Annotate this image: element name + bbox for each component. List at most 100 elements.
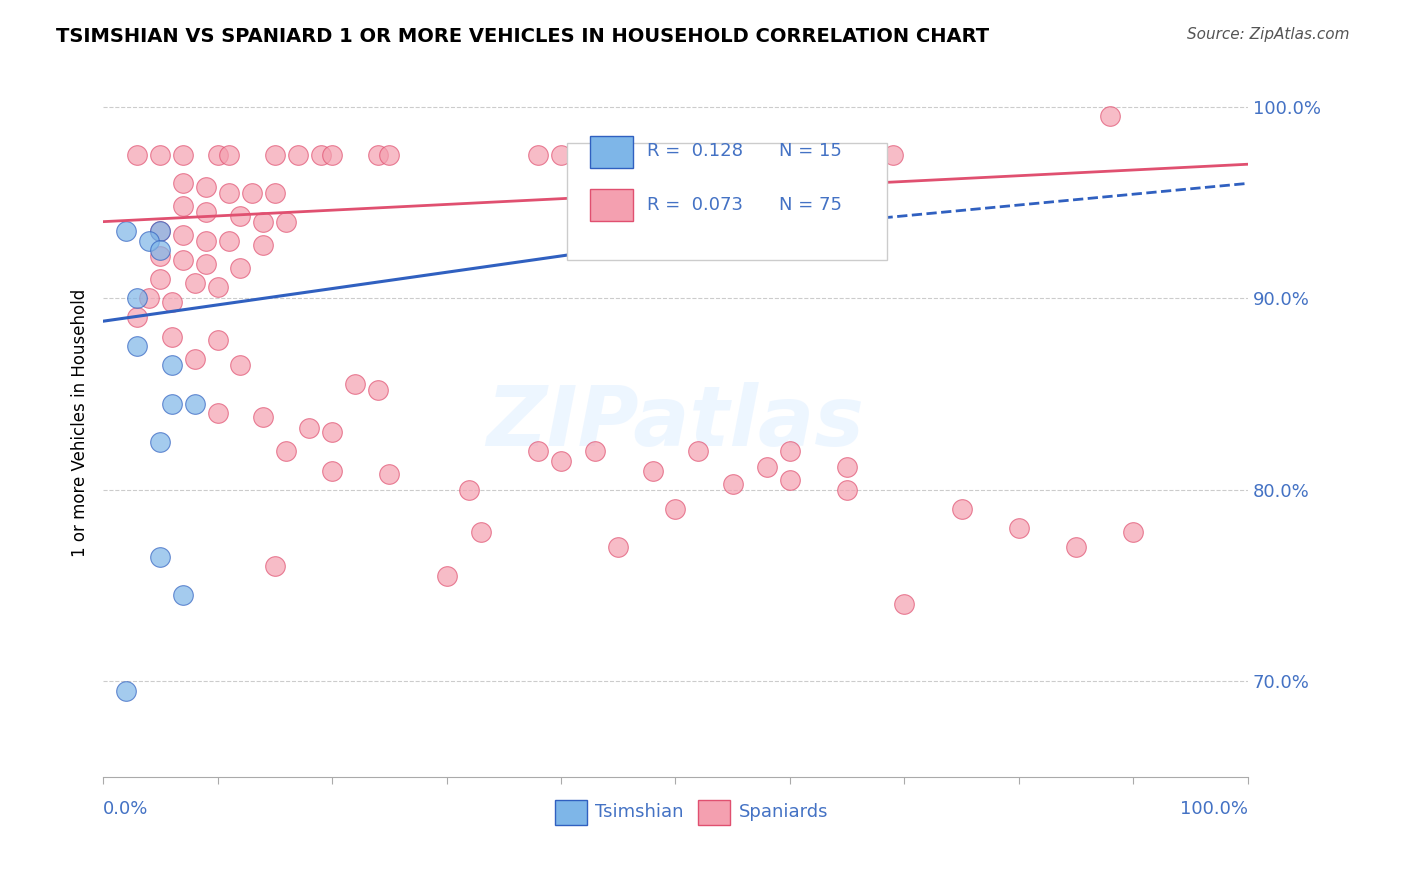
Point [276, 444, 298, 458]
FancyBboxPatch shape [589, 136, 633, 168]
Point [229, 209, 252, 223]
Point [115, 224, 138, 238]
Point [229, 358, 252, 372]
Point [779, 473, 801, 487]
Point [343, 377, 366, 392]
Point [149, 147, 172, 161]
Point [195, 257, 218, 271]
Point [149, 272, 172, 286]
Point [218, 186, 240, 200]
Point [779, 444, 801, 458]
Text: TSIMSHIAN VS SPANIARD 1 OR MORE VEHICLES IN HOUSEHOLD CORRELATION CHART: TSIMSHIAN VS SPANIARD 1 OR MORE VEHICLES… [56, 27, 990, 45]
Text: R =  0.128: R = 0.128 [647, 143, 742, 161]
Point [1099, 109, 1122, 123]
Point [149, 549, 172, 564]
Text: N = 75: N = 75 [779, 195, 842, 213]
Point [527, 444, 550, 458]
Point [207, 147, 229, 161]
Point [252, 237, 274, 252]
Point [240, 186, 263, 200]
Point [263, 186, 285, 200]
Point [837, 483, 859, 497]
Point [252, 409, 274, 424]
Text: Source: ZipAtlas.com: Source: ZipAtlas.com [1187, 27, 1350, 42]
Point [195, 205, 218, 219]
Point [115, 683, 138, 698]
Point [688, 224, 710, 238]
Point [160, 358, 183, 372]
FancyBboxPatch shape [699, 800, 731, 825]
Point [172, 228, 194, 243]
Point [664, 224, 686, 238]
Text: Spaniards: Spaniards [738, 803, 828, 822]
Point [1064, 540, 1087, 554]
Point [149, 244, 172, 258]
Point [127, 339, 149, 353]
Point [252, 214, 274, 228]
Point [218, 147, 240, 161]
Point [160, 329, 183, 343]
Point [149, 224, 172, 238]
Point [172, 177, 194, 191]
Point [583, 444, 606, 458]
Point [882, 147, 904, 161]
Point [276, 214, 298, 228]
Point [367, 383, 389, 397]
Point [550, 147, 572, 161]
Point [149, 434, 172, 449]
Text: 100.0%: 100.0% [1180, 800, 1249, 818]
Point [160, 396, 183, 410]
Point [127, 310, 149, 325]
Point [837, 459, 859, 474]
Point [378, 147, 401, 161]
Point [195, 180, 218, 194]
Point [207, 406, 229, 420]
Point [263, 147, 285, 161]
FancyBboxPatch shape [555, 800, 588, 825]
Point [721, 476, 744, 491]
Point [550, 454, 572, 468]
Point [195, 234, 218, 248]
Text: ZIPatlas: ZIPatlas [486, 382, 865, 463]
Point [149, 249, 172, 263]
Point [378, 467, 401, 482]
Point [367, 147, 389, 161]
Point [950, 501, 973, 516]
Point [207, 279, 229, 293]
Point [321, 147, 343, 161]
Point [183, 352, 205, 367]
Point [183, 396, 205, 410]
Point [149, 224, 172, 238]
Point [172, 147, 194, 161]
Point [127, 291, 149, 305]
Text: Tsimshian: Tsimshian [595, 803, 683, 822]
Point [721, 147, 744, 161]
Point [218, 234, 240, 248]
Point [893, 598, 915, 612]
Point [263, 559, 285, 574]
FancyBboxPatch shape [589, 189, 633, 221]
Point [287, 147, 309, 161]
Point [321, 463, 343, 477]
Point [309, 147, 332, 161]
Point [138, 234, 160, 248]
Point [321, 425, 343, 440]
Point [298, 421, 321, 435]
Point [756, 459, 779, 474]
Point [607, 540, 630, 554]
Point [127, 147, 149, 161]
Text: R =  0.073: R = 0.073 [647, 195, 742, 213]
Point [436, 568, 458, 582]
Point [1122, 524, 1144, 539]
Point [470, 524, 492, 539]
Point [138, 291, 160, 305]
Text: 0.0%: 0.0% [103, 800, 149, 818]
Point [641, 463, 664, 477]
Point [527, 147, 550, 161]
Point [172, 199, 194, 213]
Point [160, 295, 183, 310]
Point [664, 501, 686, 516]
Point [183, 276, 205, 290]
Point [458, 483, 481, 497]
Point [1008, 521, 1031, 535]
